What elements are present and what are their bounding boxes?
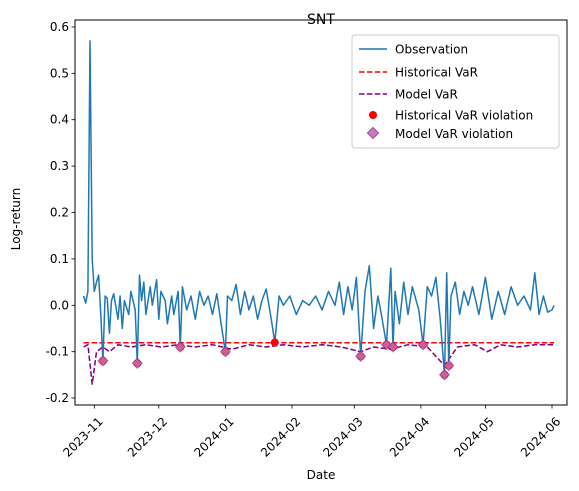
- y-tick-label: 0.0: [50, 298, 69, 312]
- y-axis-label: Log-return: [9, 188, 23, 250]
- model-var-line: [83, 343, 555, 385]
- observation-line: [82, 40, 555, 376]
- historical-var-violation-point: [270, 338, 279, 347]
- legend-label-historical-var: Historical VaR: [395, 66, 478, 80]
- legend-box: [351, 34, 560, 149]
- plot-frame: [74, 19, 568, 406]
- model-var-violation-point: [438, 369, 451, 381]
- legend: Observation Historical VaR Model VaR His…: [351, 34, 560, 149]
- model-var-violation-point: [355, 350, 367, 362]
- y-tick-label: 0.4: [50, 113, 69, 127]
- model-var-violation-point: [443, 359, 455, 372]
- legend-label-observation: Observation: [395, 43, 468, 57]
- x-axis-label: Date: [307, 468, 336, 482]
- model-var-violation-point: [174, 341, 186, 353]
- legend-swatch-model-violation: [366, 126, 380, 140]
- legend-label-historical-violation: Historical VaR violation: [395, 109, 533, 123]
- violation-markers: [97, 338, 455, 381]
- model-var-violation-point: [131, 357, 143, 369]
- legend-label-model-var: Model VaR: [395, 88, 458, 102]
- model-var-violation-point: [417, 339, 429, 351]
- model-var-violation-point: [219, 346, 232, 358]
- y-tick-label: 0.2: [50, 206, 69, 220]
- y-tick-label: 0.6: [50, 20, 69, 34]
- series-layer: [82, 40, 555, 385]
- y-tick-label: 0.1: [50, 252, 69, 266]
- legend-swatch-historical-violation: [369, 111, 377, 119]
- y-tick-label: 0.3: [50, 159, 69, 173]
- y-tick-label: -0.2: [46, 391, 69, 405]
- model-var-violation-point: [97, 355, 109, 367]
- y-tick-label: 0.5: [50, 66, 69, 80]
- y-tick-label: -0.1: [46, 345, 69, 359]
- legend-label-model-violation: Model VaR violation: [395, 127, 513, 141]
- model-var-violation-point: [387, 341, 399, 353]
